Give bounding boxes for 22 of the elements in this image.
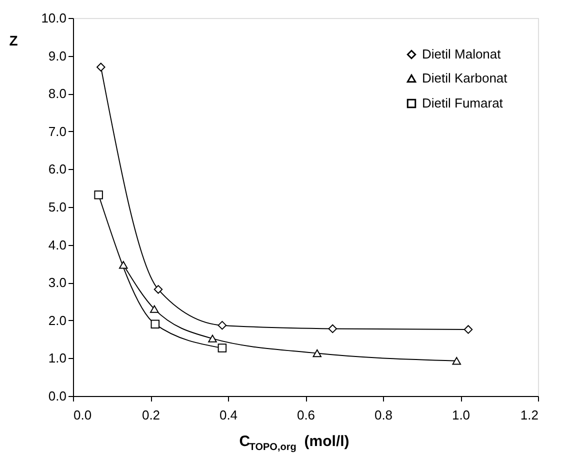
x-tick-label: 0.8 xyxy=(374,408,393,422)
x-tick-label: 1.0 xyxy=(452,408,470,422)
y-tick-label: 7.0 xyxy=(48,124,66,139)
legend-label: Dietil Fumarat xyxy=(422,96,504,110)
x-tick-label: 0.0 xyxy=(74,408,92,422)
x-tick-label: 0.2 xyxy=(142,408,160,422)
x-tick-label: 0.6 xyxy=(296,408,316,422)
x-tick-label: 1.2 xyxy=(520,408,538,422)
y-tick-label: 9.0 xyxy=(48,48,66,64)
y-axis-title: Z xyxy=(9,32,18,48)
y-tick-label: 3.0 xyxy=(48,275,66,290)
y-tick-label: 10.0 xyxy=(41,10,66,26)
legend-label: Dietil Karbonat xyxy=(422,70,508,86)
y-tick-label: 6.0 xyxy=(48,162,66,177)
y-tick-label: 4.0 xyxy=(48,237,66,252)
y-tick-label: 5.0 xyxy=(48,200,66,214)
y-tick-label: 8.0 xyxy=(48,86,66,102)
y-tick-label: 1.0 xyxy=(48,350,66,366)
x-tick-label: 0.4 xyxy=(219,408,238,422)
y-tick-label: 0.0 xyxy=(48,388,66,404)
y-tick-label: 2.0 xyxy=(48,312,66,328)
legend-label: Dietil Malonat xyxy=(422,46,502,62)
